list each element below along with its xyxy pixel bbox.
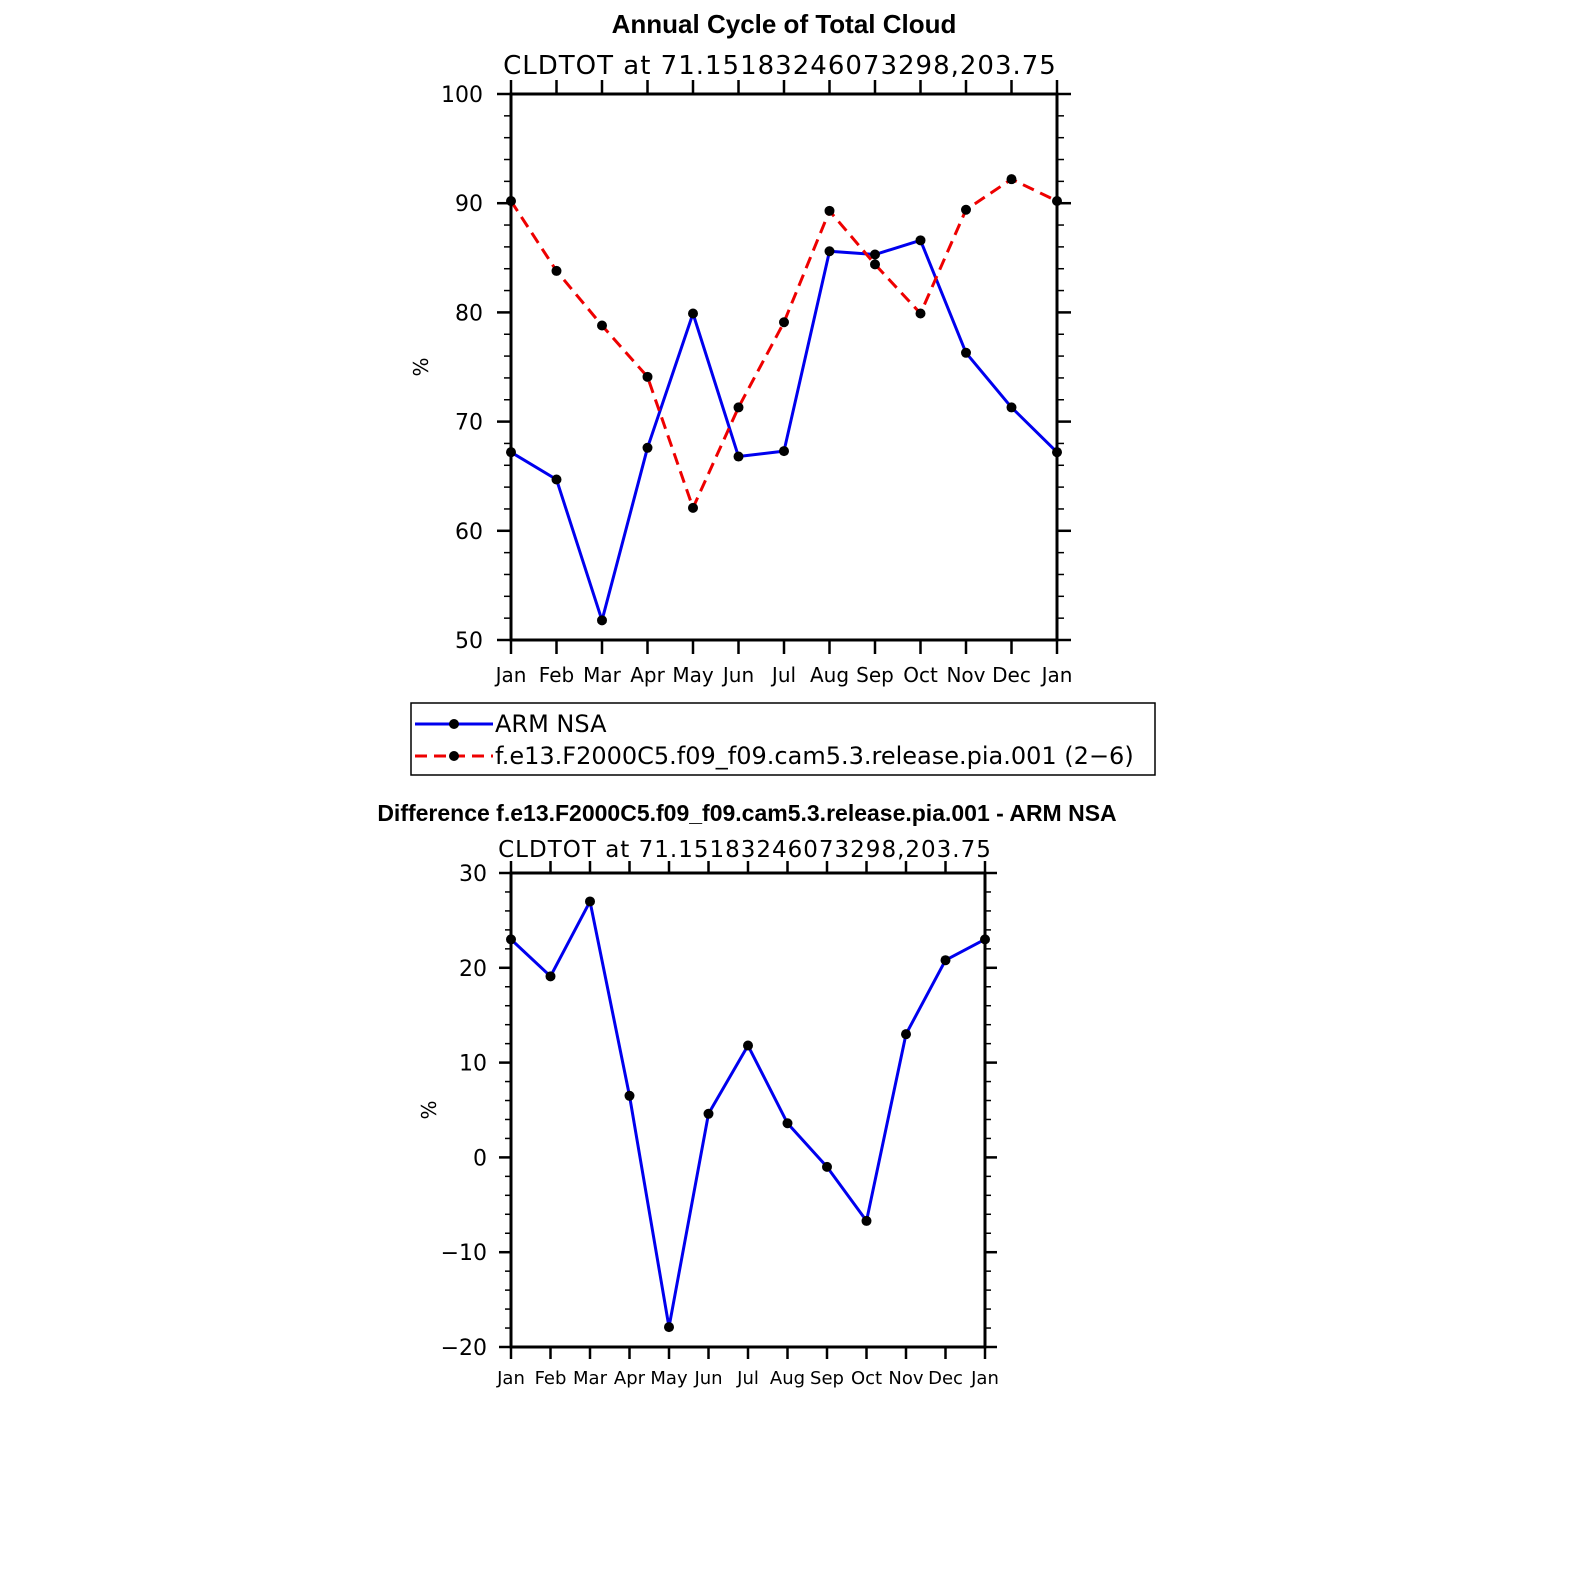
chart1-series-1-point bbox=[779, 317, 789, 328]
chart1-series-0-point bbox=[1006, 402, 1017, 413]
chart2-x-tick-label: Jun bbox=[693, 1368, 722, 1389]
chart1-x-tick-label: Jul bbox=[770, 663, 796, 687]
chart2-y-tick-label: 10 bbox=[459, 1052, 487, 1077]
chart1-series-0-point bbox=[915, 235, 926, 246]
chart1-series-0-point bbox=[733, 451, 744, 462]
chart1-x-tick-label: Sep bbox=[856, 663, 894, 687]
chart1-series-1-point bbox=[597, 320, 607, 331]
chart2-y-tick-label: 20 bbox=[459, 957, 487, 982]
difference-chart: Difference f.e13.F2000C5.f09_f09.cam5.3.… bbox=[377, 800, 1116, 1389]
chart2-x-tick-label: Sep bbox=[810, 1368, 844, 1389]
chart2-x-tick-label: Oct bbox=[851, 1368, 882, 1389]
chart1-series-1-point bbox=[688, 502, 698, 513]
chart1-series-1-point bbox=[824, 205, 835, 216]
chart1-y-tick-label: 60 bbox=[455, 520, 483, 545]
chart2-title: Difference f.e13.F2000C5.f09_f09.cam5.3.… bbox=[377, 800, 1116, 826]
chart2-series-0-point bbox=[782, 1118, 793, 1129]
chart1-series-1-point bbox=[870, 259, 880, 270]
chart2-x-tick-label: Jul bbox=[736, 1368, 759, 1389]
chart2-series-line-0 bbox=[509, 899, 986, 1329]
chart2-series-0-point bbox=[940, 955, 951, 966]
chart1-x-tick-label: Apr bbox=[630, 663, 665, 687]
chart1-series-1-point bbox=[961, 204, 971, 215]
chart2-x-tick-label: Dec bbox=[928, 1368, 963, 1389]
chart2-series-0-point bbox=[624, 1090, 635, 1101]
chart1-x-tick-label: Mar bbox=[583, 663, 622, 687]
chart2-subtitle: CLDTOT at 71.15183246073298,203.75 bbox=[498, 837, 992, 863]
chart2-y-tick-label: 30 bbox=[459, 862, 487, 887]
chart1-x-tick-label: Jan bbox=[494, 663, 527, 687]
chart1-series-1-point bbox=[1006, 174, 1017, 185]
chart2-y-axis-label: % bbox=[417, 1100, 441, 1119]
chart1-x-tick-label: May bbox=[672, 663, 714, 687]
legend-model-marker bbox=[449, 751, 459, 761]
legend-arm-nsa-label: ARM NSA bbox=[495, 710, 607, 738]
chart2-series-0-point bbox=[545, 971, 556, 982]
chart1-x-tick-label: Dec bbox=[992, 663, 1031, 687]
chart1-y-tick-label: 50 bbox=[455, 629, 483, 654]
chart2-series bbox=[506, 896, 990, 1333]
chart1-series-0-point bbox=[551, 474, 562, 485]
chart1-x-tick-label: Jan bbox=[1040, 663, 1073, 687]
chart1-y-tick-label: 90 bbox=[455, 192, 483, 217]
chart1-series-0-point bbox=[870, 249, 880, 260]
chart1-x-tick-label: Feb bbox=[539, 663, 574, 687]
chart1-y-tick-label: 80 bbox=[455, 301, 483, 326]
chart1-x-tick-label: Nov bbox=[946, 663, 985, 687]
chart1-subtitle: CLDTOT at 71.15183246073298,203.75 bbox=[503, 51, 1057, 81]
chart2-plot-frame bbox=[509, 871, 987, 1349]
chart2-x-tick-label: Nov bbox=[888, 1368, 923, 1389]
chart1-series-1-point bbox=[915, 308, 926, 319]
chart2-series-0-point bbox=[901, 1029, 911, 1040]
chart2-x-tick-label: Jan bbox=[970, 1368, 999, 1389]
chart1-series-line-1 bbox=[509, 177, 1058, 510]
chart1-title: Annual Cycle of Total Cloud bbox=[612, 9, 957, 39]
chart1-ticks: 50 60 70 80 90 100 Jan Feb Mar Apr May Jun Jul Aug Sep… bbox=[441, 80, 1072, 687]
chart1-plot-frame bbox=[509, 92, 1059, 642]
legend-model-label: f.e13.F2000C5.f09_f09.cam5.3.release.pia… bbox=[495, 742, 1134, 770]
legend: ARM NSA f.e13.F2000C5.f09_f09.cam5.3.rel… bbox=[410, 702, 1156, 776]
chart1-series-0-point bbox=[642, 442, 653, 453]
chart2-x-tick-label: Feb bbox=[535, 1368, 567, 1389]
chart1-x-tick-label: Oct bbox=[903, 663, 938, 687]
chart1-series-0-point bbox=[688, 308, 698, 319]
chart1-y-axis-label: % bbox=[409, 357, 433, 376]
chart1-x-tick-label: Jun bbox=[721, 663, 754, 687]
legend-box bbox=[410, 702, 1156, 776]
chart1-series-line-0 bbox=[510, 238, 1059, 622]
chart2-x-tick-label: Aug bbox=[770, 1368, 805, 1389]
chart2-x-tick-label: Apr bbox=[614, 1368, 646, 1389]
chart2-x-tick-label: Mar bbox=[573, 1368, 608, 1389]
chart1-series-0-point bbox=[779, 446, 789, 457]
annual-cycle-chart: Annual Cycle of Total Cloud CLDTOT at 71… bbox=[409, 9, 1072, 687]
chart1-y-tick-label: 100 bbox=[441, 83, 483, 108]
legend-arm-nsa-marker bbox=[449, 719, 459, 729]
chart2-y-tick-label: 0 bbox=[473, 1146, 487, 1171]
chart1-y-tick-label: 70 bbox=[455, 411, 483, 436]
chart1-series-0-point bbox=[961, 347, 971, 358]
chart2-ticks: −20 −10 0 10 20 30 Jan Feb Mar Apr May Jun Jul Aug Sep… bbox=[441, 861, 999, 1389]
chart1-series bbox=[506, 174, 1062, 626]
chart1-series-1-point bbox=[642, 371, 653, 382]
chart2-y-tick-label: −20 bbox=[441, 1336, 487, 1361]
chart1-series-0-point bbox=[597, 615, 607, 626]
chart1-series-1-point bbox=[551, 265, 562, 276]
chart1-series-1-point bbox=[733, 402, 744, 413]
chart2-series-0-point bbox=[861, 1215, 872, 1226]
chart2-series-0-point bbox=[822, 1161, 832, 1172]
chart2-series-0-point bbox=[743, 1040, 753, 1051]
chart2-series-0-point bbox=[664, 1322, 674, 1333]
chart2-series-0-point bbox=[585, 896, 595, 907]
chart2-x-tick-label: May bbox=[650, 1368, 688, 1389]
chart2-series-0-point bbox=[703, 1108, 714, 1119]
chart1-series-0-point bbox=[824, 246, 835, 257]
chart2-y-tick-label: −10 bbox=[441, 1241, 487, 1266]
chart2-x-tick-label: Jan bbox=[496, 1368, 525, 1389]
chart1-x-tick-label: Aug bbox=[810, 663, 849, 687]
